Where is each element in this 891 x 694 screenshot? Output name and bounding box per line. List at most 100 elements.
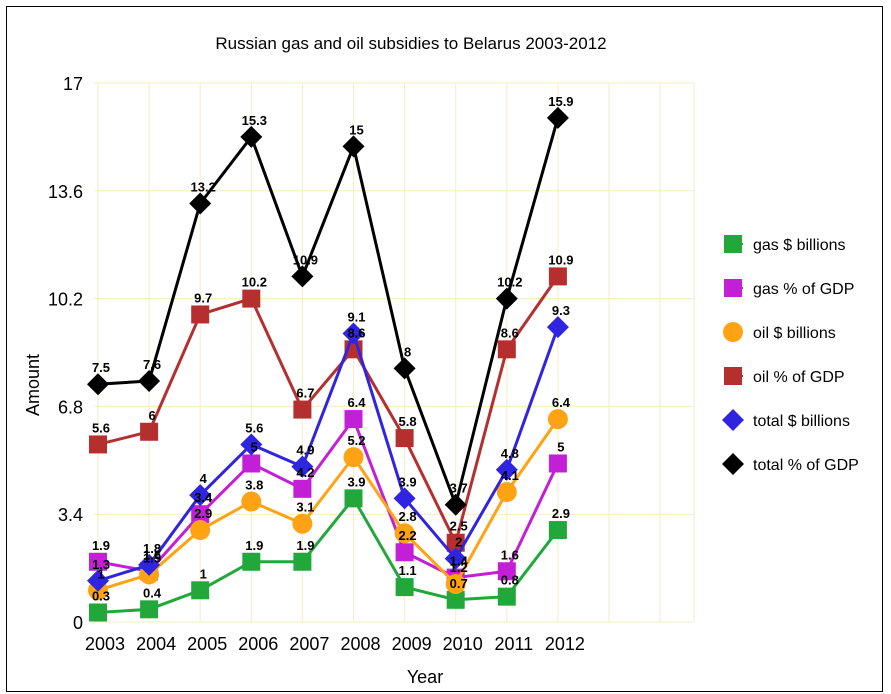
data-label: 1.9: [296, 538, 314, 553]
x-tick-label: 2012: [545, 634, 585, 654]
series-group: [87, 106, 569, 622]
y-tick-label: 0: [73, 613, 83, 633]
data-label: 3.7: [450, 481, 468, 496]
data-point: [89, 435, 107, 454]
data-point: [291, 265, 314, 288]
data-label: 1.5: [143, 550, 161, 565]
data-point: [444, 547, 467, 570]
data-label: 0.7: [450, 576, 468, 591]
data-point: [393, 357, 416, 380]
data-label: 5: [251, 439, 258, 454]
data-label: 6.4: [347, 395, 366, 410]
data-point: [242, 454, 261, 473]
series-oil-billions: [88, 409, 568, 601]
data-label: 1.8: [143, 541, 161, 556]
data-label: 3.9: [347, 474, 365, 489]
data-point: [395, 578, 414, 597]
legend-label: gas $ billions: [753, 237, 846, 254]
data-label: 1.9: [92, 538, 110, 553]
data-point: [344, 410, 363, 429]
data-label: 1.3: [92, 557, 110, 572]
data-label: 10.9: [548, 252, 573, 267]
data-point: [140, 422, 159, 441]
legend-item: gas % of GDP: [724, 279, 854, 298]
data-label: 2.2: [399, 528, 417, 543]
data-label: 8.6: [347, 325, 365, 340]
legend-label: oil % of GDP: [753, 369, 845, 386]
data-point: [293, 479, 312, 498]
data-point: [395, 429, 414, 448]
data-label: 4: [200, 471, 208, 486]
series-line: [97, 496, 560, 614]
data-label: 15.9: [548, 94, 573, 109]
data-label: 1: [200, 566, 207, 581]
data-label: 6.4: [552, 395, 571, 410]
x-tick-label: 2003: [85, 634, 125, 654]
data-point: [291, 455, 314, 478]
data-point: [140, 600, 159, 619]
legend-item: total $ billions: [722, 409, 850, 431]
data-point: [87, 569, 109, 592]
x-axis-label: Year: [407, 667, 443, 687]
data-label: 4.8: [501, 446, 519, 461]
data-point: [446, 533, 465, 552]
data-label: 7.5: [92, 360, 110, 375]
data-point: [393, 487, 416, 510]
x-tick-label: 2010: [443, 634, 483, 654]
y-tick-label: 17: [63, 74, 83, 94]
data-point: [89, 552, 107, 571]
data-label: 5.2: [347, 433, 365, 448]
data-label: 5.8: [399, 414, 417, 429]
y-tick-label: 6.8: [58, 397, 83, 417]
data-point: [546, 106, 569, 129]
data-point: [87, 373, 109, 396]
x-tick-label: 2006: [238, 634, 278, 654]
data-point: [241, 491, 262, 512]
data-point: [548, 454, 567, 473]
data-point: [342, 135, 365, 158]
axes: 0 3.4 6.8 10.2 13.6 17 2003 2004 2005 2006 2007 200…: [48, 74, 585, 654]
chart-frame: Russian gas and oil subsidies to Belarus…: [6, 6, 883, 692]
series-total-of-gdp: [87, 106, 569, 516]
legend-item: oil $ billions: [723, 322, 836, 342]
data-point: [242, 552, 261, 571]
series-line: [97, 275, 560, 545]
y-tick-label: 3.4: [58, 505, 83, 525]
series-line: [97, 117, 560, 507]
data-point: [343, 447, 364, 468]
data-label: 2.8: [399, 509, 417, 524]
data-label: 10.2: [242, 275, 267, 290]
line-chart: Russian gas and oil subsidies to Belarus…: [23, 34, 859, 687]
data-label: 3.1: [296, 500, 314, 515]
x-tick-label: 2005: [187, 634, 227, 654]
data-label: 9.1: [347, 309, 365, 324]
data-label: 8.6: [501, 325, 519, 340]
x-tick-label: 2007: [289, 634, 329, 654]
data-point: [292, 513, 313, 534]
data-point: [342, 322, 365, 345]
data-label: 5.6: [92, 420, 110, 435]
data-point: [189, 484, 212, 507]
data-point: [446, 590, 465, 609]
data-label: 9.7: [194, 290, 212, 305]
data-label: 1: [97, 566, 104, 581]
data-label: 0.8: [501, 573, 519, 588]
data-label: 5: [557, 439, 564, 454]
grid: [94, 82, 695, 623]
data-point: [394, 523, 415, 544]
data-point: [546, 316, 569, 339]
data-label: 10.2: [497, 275, 522, 290]
data-point: [497, 340, 516, 359]
data-label: 5.6: [245, 420, 263, 435]
legend-label: gas % of GDP: [753, 281, 854, 298]
data-label: 0.4: [143, 585, 162, 600]
x-tick-label: 2009: [392, 634, 432, 654]
chart-title: Russian gas and oil subsidies to Belarus…: [215, 34, 606, 53]
data-point: [548, 521, 567, 540]
data-label: 15.3: [242, 113, 267, 128]
data-label: 2.9: [552, 506, 570, 521]
data-label: 4.1: [501, 468, 519, 483]
data-label: 2: [455, 535, 462, 550]
x-tick-label: 2004: [136, 634, 176, 654]
data-label: 15: [349, 122, 363, 137]
